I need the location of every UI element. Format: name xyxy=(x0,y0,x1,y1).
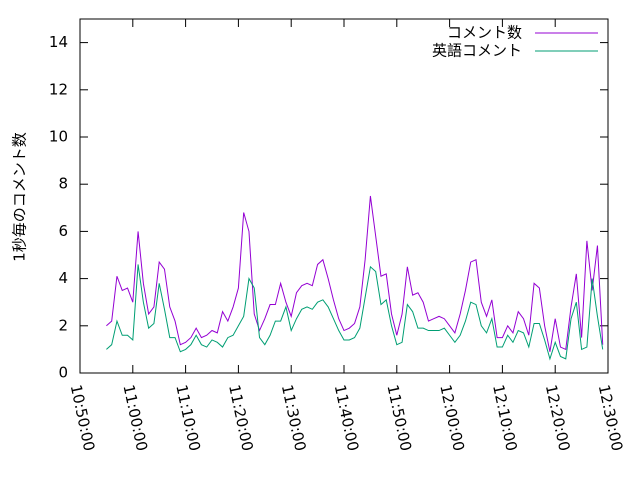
x-tick-label: 11:30:00 xyxy=(278,383,310,453)
x-tick-label: 12:00:00 xyxy=(436,383,468,453)
y-tick-label: 8 xyxy=(58,175,68,193)
x-tick-label: 12:10:00 xyxy=(489,383,521,453)
x-tick-label: 12:20:00 xyxy=(542,383,574,453)
y-tick-label: 2 xyxy=(58,316,68,334)
x-tick-label: 12:30:00 xyxy=(595,383,627,453)
x-tick-label: 11:10:00 xyxy=(172,383,204,453)
y-axis-label: 1秒毎のコメント数 xyxy=(11,132,29,262)
x-tick-label: 11:00:00 xyxy=(119,383,151,453)
x-tick-label: 11:40:00 xyxy=(331,383,363,453)
legend-label: 英語コメント xyxy=(432,42,522,60)
x-tick-label: 11:50:00 xyxy=(383,383,415,453)
data-line xyxy=(106,264,604,361)
plot-border xyxy=(79,18,609,374)
y-tick-label: 14 xyxy=(49,33,68,51)
y-tick-label: 12 xyxy=(49,80,68,98)
y-tick-label: 6 xyxy=(58,222,68,240)
legend-label: コメント数 xyxy=(447,24,522,42)
x-tick-label: 11:20:00 xyxy=(225,383,257,453)
x-tick-label: 10:50:00 xyxy=(67,383,99,453)
y-tick-label: 0 xyxy=(58,364,68,382)
y-tick-label: 4 xyxy=(58,269,68,287)
data-line xyxy=(106,195,604,352)
y-tick-label: 10 xyxy=(49,128,68,146)
